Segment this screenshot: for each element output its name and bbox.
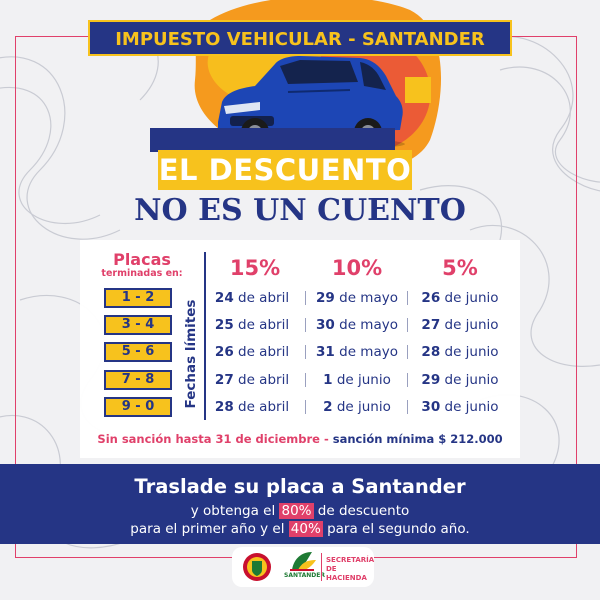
date-cell: 28 de abril — [214, 399, 290, 415]
placas-label: Placas — [113, 250, 171, 269]
date-cell: 30 de mayo — [316, 317, 398, 333]
headline-strip — [150, 128, 395, 152]
column-separator — [407, 400, 408, 414]
column-separator — [407, 345, 408, 359]
date-cell: 26 de junio — [421, 290, 499, 306]
date-cell: 26 de abril — [214, 344, 290, 360]
santander-wordmark: SANTANDER — [284, 572, 325, 579]
date-cell: 29 de junio — [421, 372, 499, 388]
discount-header-15: 15% — [229, 256, 281, 280]
footer-title: Traslade su placa a Santander — [134, 475, 466, 498]
date-cell: 25 de abril — [214, 317, 290, 333]
secretaria-hacienda-label: SECRETARÍA DE HACIENDA — [326, 556, 375, 582]
headline-line2: NO ES UN CUENTO — [134, 193, 466, 228]
santander-logo: SANTANDER — [284, 550, 325, 584]
footer-line3: para el primer año y el 40% para el segu… — [130, 521, 470, 537]
column-separator — [305, 318, 306, 332]
header-title: IMPUESTO VEHICULAR - SANTANDER 2023 — [88, 20, 512, 86]
date-cell: 30 de junio — [421, 399, 499, 415]
decorative-square — [405, 77, 431, 103]
column-separator — [305, 345, 306, 359]
table-vertical-divider — [204, 252, 206, 420]
plate-badge: 7 - 8 — [104, 370, 172, 390]
footer-line2: y obtenga el 80% de descuento — [190, 503, 410, 519]
column-separator — [407, 373, 408, 387]
santander-leaf-icon — [290, 552, 316, 571]
date-cell: 27 de abril — [214, 372, 290, 388]
date-cell: 2 de junio — [323, 399, 391, 415]
column-separator — [407, 291, 408, 305]
logo-divider — [321, 553, 322, 581]
date-cell: 29 de mayo — [316, 290, 398, 306]
date-cell: 27 de junio — [421, 317, 499, 333]
department-seal-icon — [243, 553, 271, 581]
date-cell: 28 de junio — [421, 344, 499, 360]
date-cell: 1 de junio — [323, 372, 391, 388]
placas-sublabel: terminadas en: — [101, 268, 183, 279]
column-separator — [305, 400, 306, 414]
date-cell: 31 de mayo — [316, 344, 398, 360]
sancion-note: Sin sanción hasta 31 de diciembre - sanc… — [97, 432, 503, 446]
plate-badge: 3 - 4 — [104, 315, 172, 335]
discount-header-10: 10% — [331, 256, 383, 280]
plate-badge: 5 - 6 — [104, 342, 172, 362]
column-separator — [305, 373, 306, 387]
plate-badge: 9 - 0 — [104, 397, 172, 417]
headline-line1: EL DESCUENTO — [158, 150, 412, 190]
discount-header-5: 5% — [442, 256, 478, 280]
column-separator — [407, 318, 408, 332]
date-cell: 24 de abril — [214, 290, 290, 306]
plate-badge: 1 - 2 — [104, 288, 172, 308]
column-separator — [305, 291, 306, 305]
